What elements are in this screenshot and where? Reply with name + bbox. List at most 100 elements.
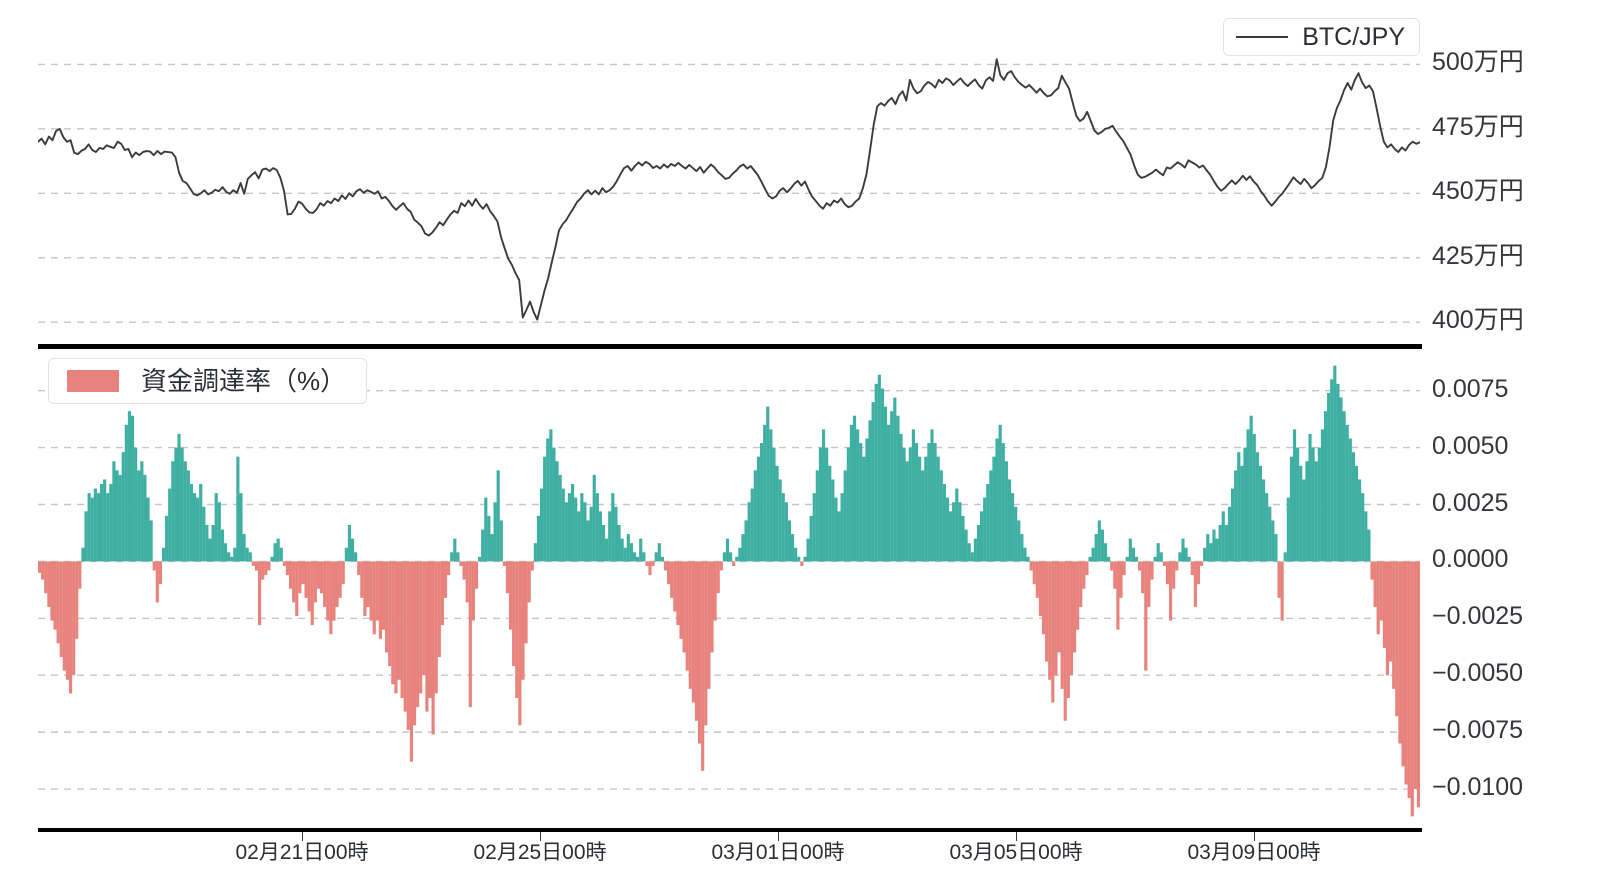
funding-rate-bar (1119, 561, 1123, 598)
funding-rate-bar (729, 552, 733, 562)
funding-rate-bar (1237, 452, 1241, 562)
funding-rate-bar (663, 561, 668, 571)
funding-rate-bar (1392, 561, 1396, 689)
funding-rate-plot-area (38, 365, 1420, 817)
funding-rate-bar (914, 443, 919, 562)
funding-rate-bar (270, 556, 274, 562)
funding-rate-bar (304, 561, 308, 598)
funding-rate-bar (186, 470, 190, 562)
funding-rate-bar (570, 484, 575, 562)
funding-rate-y-tick-label: 0.0000 (1432, 545, 1509, 574)
funding-rate-bar (896, 415, 900, 562)
funding-rate-bar (1320, 429, 1324, 562)
funding-rate-bar (1280, 561, 1284, 621)
funding-rate-bar (1165, 561, 1170, 585)
funding-rate-bar (474, 561, 479, 589)
funding-rate-bar (301, 561, 305, 585)
price-y-tick-label: 425万円 (1432, 241, 1524, 270)
funding-rate-bar (1299, 465, 1303, 562)
funding-rate-bar (589, 506, 593, 562)
funding-rate-bar (47, 561, 51, 607)
funding-rate-bar (1206, 534, 1210, 562)
funding-rate-bar (998, 424, 1002, 562)
funding-rate-bar (555, 461, 559, 562)
funding-rate-bar (93, 488, 97, 562)
funding-rate-bar (158, 561, 163, 585)
funding-rate-bar (759, 443, 764, 562)
funding-rate-bar (347, 524, 352, 562)
funding-rate-bar (927, 443, 931, 562)
funding-rate-bar (1094, 534, 1098, 562)
funding-rate-bar (1072, 561, 1077, 653)
funding-rate-bar (725, 538, 730, 562)
funding-rate-bar (648, 561, 652, 576)
funding-rate-bar (580, 493, 584, 562)
funding-rate-bar (1190, 561, 1194, 576)
funding-rate-bar (1076, 561, 1080, 630)
funding-rate-bar (1187, 556, 1191, 562)
funding-rate-bar (171, 461, 175, 562)
funding-rate-bar (276, 538, 280, 562)
funding-rate-bar (561, 488, 565, 562)
funding-rate-bar (490, 534, 494, 562)
funding-rate-bar (1401, 561, 1405, 767)
funding-rate-bar (419, 561, 423, 694)
funding-rate-bar (518, 561, 522, 726)
funding-rate-bar (434, 561, 438, 694)
funding-rate-bar (137, 470, 141, 562)
funding-rate-bar (1274, 534, 1278, 562)
funding-rate-bar (753, 470, 757, 562)
funding-rate-bar (261, 561, 265, 580)
funding-rate-bar (812, 493, 816, 562)
funding-rate-bar (601, 524, 606, 562)
funding-rate-bar (109, 484, 113, 562)
funding-rate-bar (375, 561, 379, 621)
funding-rate-bar (183, 461, 187, 562)
funding-rate-bar (211, 524, 215, 562)
funding-rate-bar (1014, 506, 1018, 562)
funding-rate-bar (688, 561, 692, 689)
funding-rate-bar (645, 561, 649, 566)
funding-rate-bar (1125, 556, 1129, 562)
funding-rate-bar (41, 561, 45, 580)
funding-rate-bar (344, 547, 348, 562)
funding-rate-bar (558, 474, 562, 562)
funding-rate-bar (447, 561, 451, 576)
funding-rate-bar (56, 561, 60, 644)
funding-rate-bar (1141, 561, 1145, 594)
funding-rate-bar (766, 406, 770, 562)
funding-rate-bar (59, 561, 63, 658)
funding-rate-bar (1029, 561, 1033, 571)
funding-rate-bar (1038, 561, 1043, 617)
funding-rate-bar (831, 479, 835, 562)
funding-rate-bar (394, 561, 398, 694)
funding-rate-bar (781, 493, 785, 562)
funding-rate-bar (146, 497, 150, 562)
funding-rate-bar (338, 561, 342, 598)
funding-rate-bar (456, 552, 460, 562)
legend-funding-rate[interactable]: 資金調達率（%） (48, 358, 368, 404)
funding-rate-bar (543, 456, 547, 562)
funding-rate-bar (952, 502, 956, 562)
funding-rate-bar (1277, 561, 1281, 598)
funding-rate-bar (639, 538, 643, 562)
funding-rate-bar (1351, 452, 1355, 562)
funding-rate-bar (288, 561, 293, 589)
funding-rate-bar (670, 561, 674, 598)
funding-rate-bar (310, 561, 314, 626)
funding-rate-bar (651, 561, 655, 566)
funding-rate-bar (911, 429, 915, 562)
funding-rate-bar (958, 502, 962, 562)
funding-rate-bar (509, 561, 513, 630)
funding-rate-bar (1252, 433, 1256, 562)
funding-rate-bar (1010, 493, 1015, 562)
funding-rate-bar (747, 502, 751, 562)
funding-rate-bar (846, 447, 850, 562)
funding-rate-bar (620, 538, 624, 562)
funding-rate-bar (168, 488, 172, 562)
funding-rate-bar (527, 561, 531, 603)
funding-rate-bar (918, 456, 922, 562)
funding-rate-bar (1379, 561, 1383, 621)
legend-btcjpy[interactable]: BTC/JPY (1223, 18, 1420, 56)
funding-rate-bar (1131, 547, 1135, 562)
